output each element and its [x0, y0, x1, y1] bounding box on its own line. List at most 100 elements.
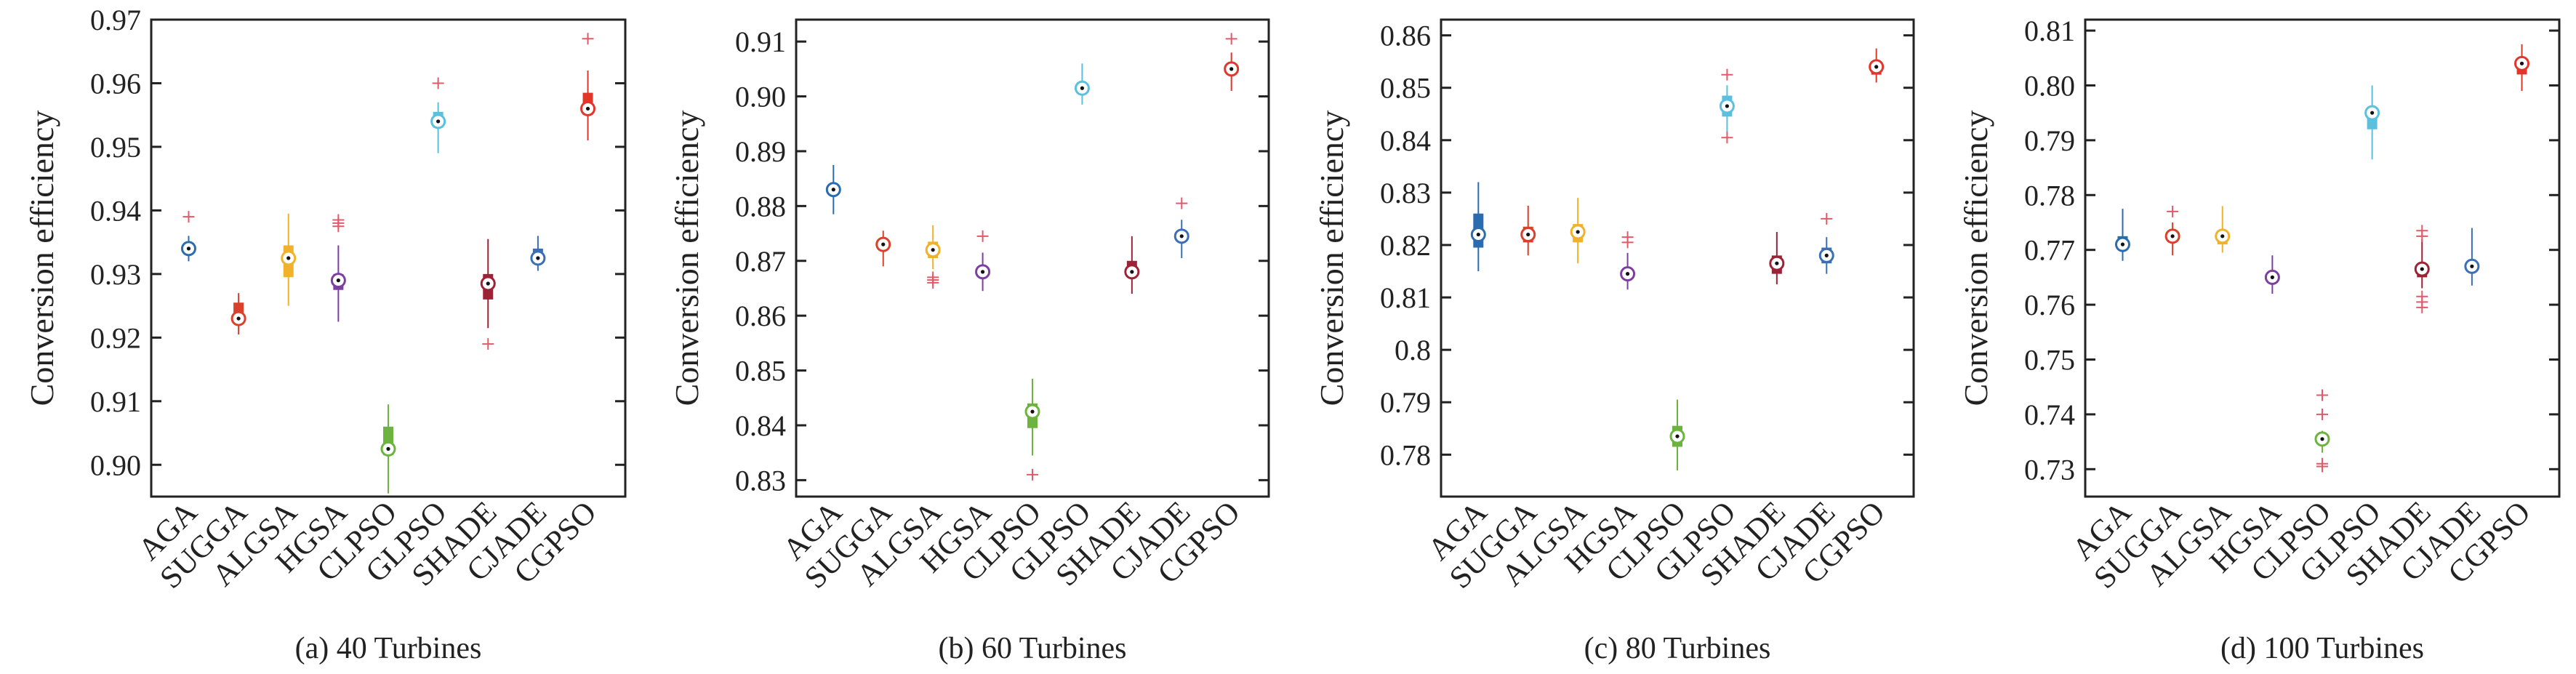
y-tick-label: 0.84 [1380, 124, 1431, 157]
median-dot [2420, 267, 2424, 271]
y-tick-label: 0.78 [1380, 438, 1431, 471]
median-dot [980, 270, 985, 274]
median-dot [2370, 111, 2375, 115]
y-tick-label: 0.75 [2024, 343, 2075, 376]
chart-panel-1: 0.90 0.91 0.92 0.93 0.94 0.95 0.96 0.97 Conversi… [23, 4, 627, 665]
outlier-marker [927, 271, 939, 284]
y-tick-label: 0.83 [1380, 177, 1431, 209]
median-dot [2170, 234, 2175, 238]
y-tick-label: 0.74 [2024, 398, 2075, 431]
plot-frame [795, 18, 1270, 498]
panel-caption: (d) 100 Turbines [2220, 632, 2424, 665]
y-tick-label: 0.88 [735, 190, 786, 222]
y-tick-label: 0.8 [1395, 334, 1431, 366]
y-tick-label: 0.86 [1380, 20, 1431, 52]
median-dot [585, 106, 590, 111]
y-tick-label: 0.83 [735, 464, 786, 497]
outlier-marker [1621, 231, 1634, 244]
outlier-marker [482, 338, 494, 350]
median-dot [336, 278, 340, 283]
outlier-marker [1821, 212, 1833, 225]
y-tick-label: 0.79 [1380, 386, 1431, 419]
y-tick-label: 0.84 [735, 409, 786, 442]
median-dot [1526, 232, 1530, 237]
median-dot [1625, 272, 1630, 276]
median-dot [2519, 61, 2524, 65]
median-dot [1675, 434, 1680, 438]
outlier-marker [2316, 408, 2328, 420]
chart-panel-3: 0.78 0.79 0.8 0.81 0.82 0.83 0.84 0.85 0.86 Conve… [1313, 18, 1915, 665]
outlier-marker [976, 230, 989, 242]
median-dot [2270, 275, 2274, 279]
plot-frame [2084, 18, 2561, 498]
median-dot [2470, 264, 2474, 268]
y-tick-label: 0.91 [90, 385, 141, 418]
y-axis-title: Conversion efficiency [1957, 111, 1994, 406]
median-dot [436, 119, 441, 124]
median-dot [1775, 261, 1779, 265]
median-dot [536, 256, 540, 260]
outlier-marker [582, 33, 594, 45]
median-dot [1229, 67, 1234, 71]
y-tick-label: 0.79 [2024, 124, 2075, 157]
median-dot [881, 242, 886, 246]
y-tick-label: 0.73 [2024, 453, 2075, 486]
panel-caption: (c) 80 Turbines [1584, 632, 1771, 665]
y-tick-label: 0.95 [90, 131, 141, 164]
chart-panel-4: 0.73 0.74 0.75 0.76 0.77 0.78 0.79 0.80 0.81 Conv… [1957, 15, 2561, 665]
outlier-marker [432, 77, 444, 89]
y-tick-label: 0.96 [90, 67, 141, 100]
y-tick-label: 0.81 [1380, 281, 1431, 314]
median-dot [1874, 65, 1879, 69]
y-axis-title: Conversion efficiency [1313, 111, 1350, 406]
outlier-marker [1027, 468, 1038, 481]
median-dot [1824, 253, 1829, 257]
y-tick-label: 0.80 [2024, 69, 2075, 102]
outlier-marker [1721, 68, 1733, 81]
y-tick-label: 0.78 [2024, 179, 2075, 212]
y-tick-label: 0.87 [735, 245, 786, 278]
median-dot [236, 316, 241, 321]
y-tick-label: 0.86 [735, 300, 786, 332]
y-tick-label: 0.90 [735, 81, 786, 113]
outlier-marker [332, 214, 345, 226]
outlier-marker [2416, 225, 2428, 237]
median-dot [486, 281, 490, 286]
panel-caption: (b) 60 Turbines [938, 632, 1126, 665]
y-tick-label: 0.92 [90, 321, 141, 354]
median-dot [1179, 234, 1184, 238]
outlier-marker [2316, 457, 2328, 470]
median-dot [286, 256, 291, 260]
y-tick-label: 0.85 [735, 355, 786, 388]
plot-frame [1440, 18, 1915, 498]
chart-panel-2: 0.83 0.84 0.85 0.86 0.87 0.88 0.89 0.90 0.91 Conv… [668, 18, 1270, 665]
outlier-marker [2416, 290, 2428, 302]
median-dot [1476, 232, 1480, 237]
plot-frame [150, 18, 627, 498]
y-tick-label: 0.82 [1380, 229, 1431, 262]
outlier-marker [182, 211, 195, 223]
outlier-marker [1225, 33, 1237, 45]
y-tick-label: 0.85 [1380, 72, 1431, 105]
y-tick-label: 0.97 [90, 4, 141, 36]
y-tick-label: 0.91 [735, 25, 786, 58]
y-tick-label: 0.89 [735, 135, 786, 168]
y-tick-label: 0.81 [2024, 15, 2075, 47]
outlier-marker [1176, 197, 1188, 209]
median-dot [186, 246, 191, 251]
median-dot [931, 248, 935, 252]
median-dot [2320, 437, 2324, 441]
median-dot [2220, 234, 2225, 238]
y-tick-label: 0.93 [90, 258, 141, 291]
median-dot [1576, 230, 1580, 234]
median-dot [1725, 104, 1730, 108]
outlier-marker [2167, 205, 2179, 217]
panel-caption: (a) 40 Turbines [295, 632, 482, 665]
y-tick-label: 0.76 [2024, 289, 2075, 321]
y-tick-label: 0.90 [90, 449, 141, 481]
y-axis-title: Conversion efficiency [668, 111, 705, 406]
y-tick-label: 0.94 [90, 194, 141, 227]
median-dot [1030, 409, 1035, 414]
median-dot [386, 446, 390, 452]
outlier-marker [1721, 132, 1733, 144]
